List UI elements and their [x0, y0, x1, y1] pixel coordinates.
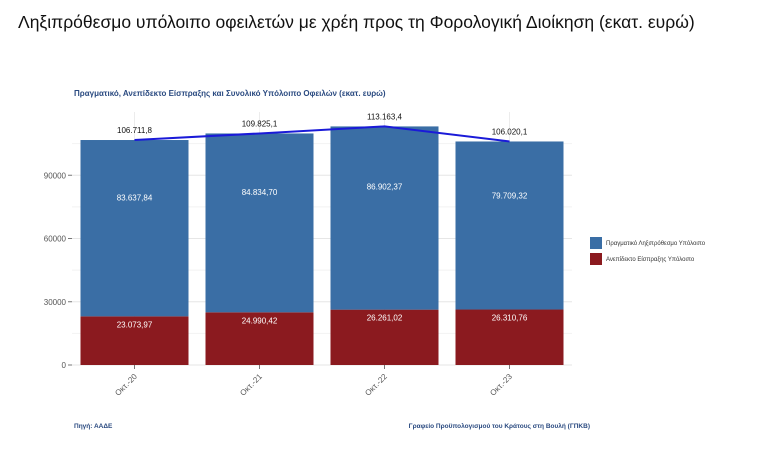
bar-segment: [455, 309, 564, 365]
x-tick-label: Οκτ.-21: [238, 372, 264, 398]
bar-value-label: 23.073,97: [117, 320, 153, 329]
bar-value-label: 26.261,02: [367, 314, 403, 323]
legend-swatch: [590, 253, 602, 265]
bar-segment: [330, 309, 439, 365]
total-value-label: 106.711,8: [117, 126, 153, 135]
bar-value-label: 24.990,42: [242, 316, 278, 325]
x-tick-label: Οκτ.-23: [488, 372, 514, 398]
bar-value-label: 86.902,37: [367, 183, 403, 192]
y-tick-label: 90000: [44, 171, 67, 180]
y-tick-label: 60000: [44, 235, 67, 244]
bar-segment: [205, 133, 314, 313]
bar-segment: [80, 316, 189, 365]
office-credit: Γραφείο Προϋπολογισμού του Κράτους στη Β…: [409, 422, 590, 430]
legend: Πραγματικό Ληξιπρόθεσμο Υπόλοιπο Ανεπίδεκ…: [590, 237, 706, 265]
bar-value-label: 84.834,70: [242, 188, 278, 197]
bar-segment: [205, 312, 314, 365]
y-tick-label: 30000: [44, 298, 67, 307]
x-tick-label: Οκτ.-22: [363, 372, 389, 398]
total-value-label: 113.163,4: [367, 112, 403, 121]
total-line: [134, 125, 510, 143]
bar-segment: [330, 126, 439, 310]
bar-value-label: 83.637,84: [117, 194, 153, 203]
x-tick-label: Οκτ.-20: [113, 372, 139, 398]
total-value-label: 106.020,1: [492, 127, 528, 136]
chart-title: Πραγματικό, Ανεπίδεκτο Είσπραξης και Συν…: [74, 89, 386, 98]
bar-value-label: 26.310,76: [492, 314, 528, 323]
total-value-label: 109.825,1: [242, 119, 278, 128]
source-note: Πηγή: ΑΑΔΕ: [74, 423, 113, 430]
bar-segment: [80, 140, 189, 317]
plot-area: 0 30000 60000 90000 23.073,97 83.637,84 Οκτ.-2…: [44, 112, 572, 398]
y-tick-label: 0: [62, 361, 67, 370]
page-title: Ληξιπρόθεσμο υπόλοιπο οφειλετών με χρέη …: [18, 12, 695, 32]
bar-value-label: 79.709,32: [492, 192, 528, 201]
bar-segment: [455, 141, 564, 310]
legend-swatch: [590, 237, 602, 249]
legend-label: Ανεπίδεκτο Είσπραξης Υπόλοιπο: [606, 256, 695, 263]
legend-label: Πραγματικό Ληξιπρόθεσμο Υπόλοιπο: [606, 240, 706, 247]
